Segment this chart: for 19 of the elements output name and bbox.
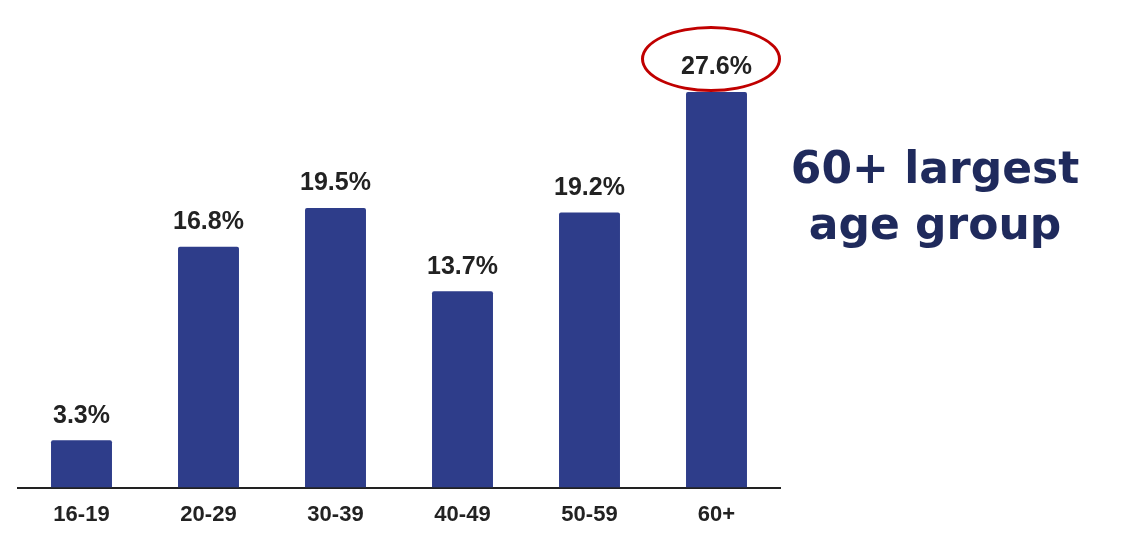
bar <box>686 92 747 488</box>
bar <box>432 291 493 488</box>
data-label: 27.6% <box>681 51 752 80</box>
x-tick-label: 30-39 <box>307 500 364 526</box>
bar <box>178 246 239 488</box>
x-tick-label: 40-49 <box>434 500 491 526</box>
data-label: 13.7% <box>427 250 498 279</box>
bar <box>51 440 112 488</box>
text: 60+ largest age group <box>789 141 1081 251</box>
x-tick-label: 20-29 <box>180 500 237 526</box>
data-label: 3.3% <box>53 399 110 428</box>
data-label: 19.5% <box>300 167 371 196</box>
x-tick-label: 50-59 <box>561 500 618 526</box>
x-tick-label: 16-19 <box>53 500 110 526</box>
data-label: 19.2% <box>554 171 625 200</box>
data-label: 16.8% <box>173 206 244 235</box>
bar <box>559 212 620 488</box>
bar <box>305 208 366 488</box>
x-tick-label: 60+ <box>697 500 736 526</box>
